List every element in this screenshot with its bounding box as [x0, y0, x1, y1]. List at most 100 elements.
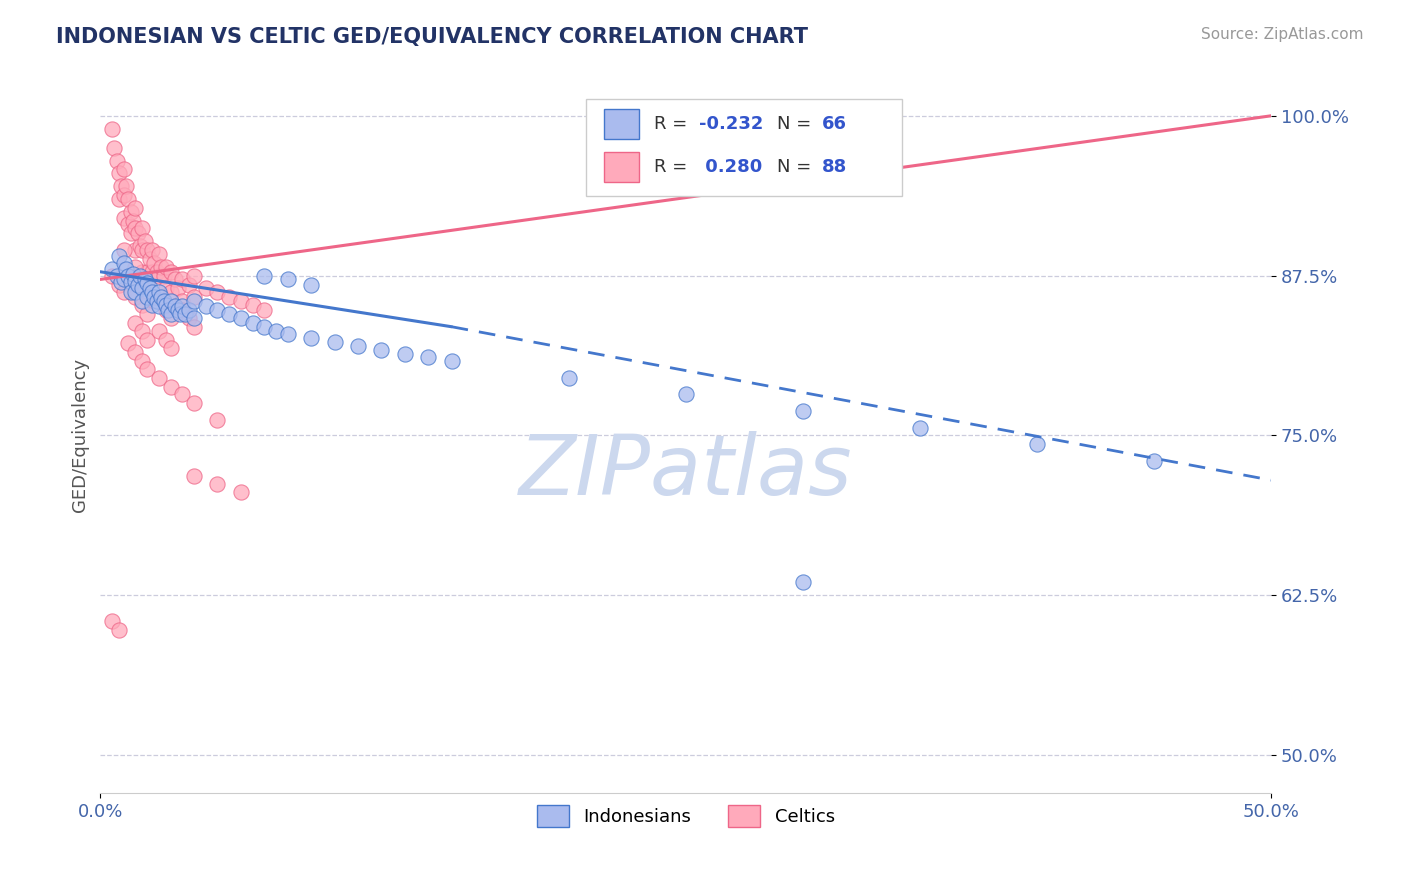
Point	[394, 346, 416, 360]
Point	[173, 307, 195, 321]
Point	[159, 307, 181, 321]
Text: R =: R =	[654, 115, 693, 133]
Point	[101, 121, 124, 136]
Point	[675, 387, 697, 401]
Point	[1143, 454, 1166, 468]
Point	[136, 277, 159, 291]
Point	[253, 303, 276, 318]
Point	[124, 285, 146, 300]
Text: 88: 88	[821, 158, 846, 176]
Point	[141, 243, 163, 257]
Point	[155, 281, 177, 295]
Point	[124, 260, 146, 274]
Point	[141, 298, 163, 312]
Point	[242, 298, 264, 312]
Point	[253, 319, 276, 334]
Point	[101, 268, 124, 283]
Point	[792, 404, 814, 418]
Point	[141, 285, 163, 300]
Point	[440, 354, 463, 368]
Point	[148, 247, 170, 261]
Point	[101, 614, 124, 628]
Point	[136, 307, 159, 321]
Point	[112, 272, 135, 286]
Point	[229, 310, 252, 325]
Point	[557, 371, 579, 385]
Point	[112, 162, 135, 177]
Point	[908, 421, 931, 435]
Point	[183, 294, 205, 309]
Text: 66: 66	[821, 115, 846, 133]
Text: 0.280: 0.280	[699, 158, 762, 176]
Point	[148, 294, 170, 309]
Point	[166, 303, 188, 318]
Point	[127, 277, 149, 292]
Point	[183, 396, 205, 410]
Text: R =: R =	[654, 158, 693, 176]
Point	[112, 211, 135, 225]
Y-axis label: GED/Equivalency: GED/Equivalency	[72, 359, 89, 513]
Point	[124, 221, 146, 235]
Point	[122, 213, 145, 227]
Point	[136, 362, 159, 376]
Point	[108, 249, 131, 263]
Point	[172, 294, 194, 309]
Point	[169, 307, 191, 321]
Text: Source: ZipAtlas.com: Source: ZipAtlas.com	[1201, 27, 1364, 42]
Point	[253, 268, 276, 283]
Point	[159, 285, 181, 300]
Point	[138, 281, 160, 295]
Point	[143, 290, 166, 304]
Point	[134, 272, 156, 286]
Point	[131, 265, 153, 279]
Point	[115, 262, 138, 277]
FancyBboxPatch shape	[586, 99, 903, 195]
Point	[370, 343, 392, 357]
Point	[131, 243, 153, 257]
Point	[150, 290, 173, 304]
Point	[143, 256, 166, 270]
Point	[159, 294, 181, 309]
Point	[155, 298, 177, 312]
Point	[183, 319, 205, 334]
Point	[172, 387, 194, 401]
Point	[131, 281, 153, 295]
Point	[152, 268, 174, 283]
Point	[183, 268, 205, 283]
Point	[134, 234, 156, 248]
Point	[159, 380, 181, 394]
Point	[117, 192, 139, 206]
Point	[152, 294, 174, 309]
Point	[105, 153, 128, 168]
Text: N =: N =	[778, 158, 817, 176]
Point	[207, 413, 229, 427]
Point	[145, 294, 167, 309]
Legend: Indonesians, Celtics: Indonesians, Celtics	[530, 798, 842, 834]
Point	[141, 265, 163, 279]
Point	[172, 272, 194, 286]
Point	[120, 204, 142, 219]
Point	[138, 252, 160, 266]
Point	[148, 268, 170, 283]
Point	[108, 166, 131, 180]
Point	[124, 201, 146, 215]
Point	[124, 316, 146, 330]
Point	[792, 575, 814, 590]
Point	[124, 274, 146, 288]
Point	[194, 281, 217, 295]
Point	[172, 303, 194, 318]
Point	[229, 484, 252, 499]
Point	[347, 339, 370, 353]
Point	[129, 239, 152, 253]
Point	[194, 299, 217, 313]
Point	[155, 303, 177, 318]
Point	[127, 227, 149, 241]
Point	[277, 327, 299, 342]
Text: ZIPatlas: ZIPatlas	[519, 431, 852, 512]
Point	[1026, 437, 1049, 451]
Point	[136, 290, 159, 304]
Point	[124, 243, 146, 257]
Point	[183, 290, 205, 304]
Point	[183, 469, 205, 483]
Point	[155, 333, 177, 347]
